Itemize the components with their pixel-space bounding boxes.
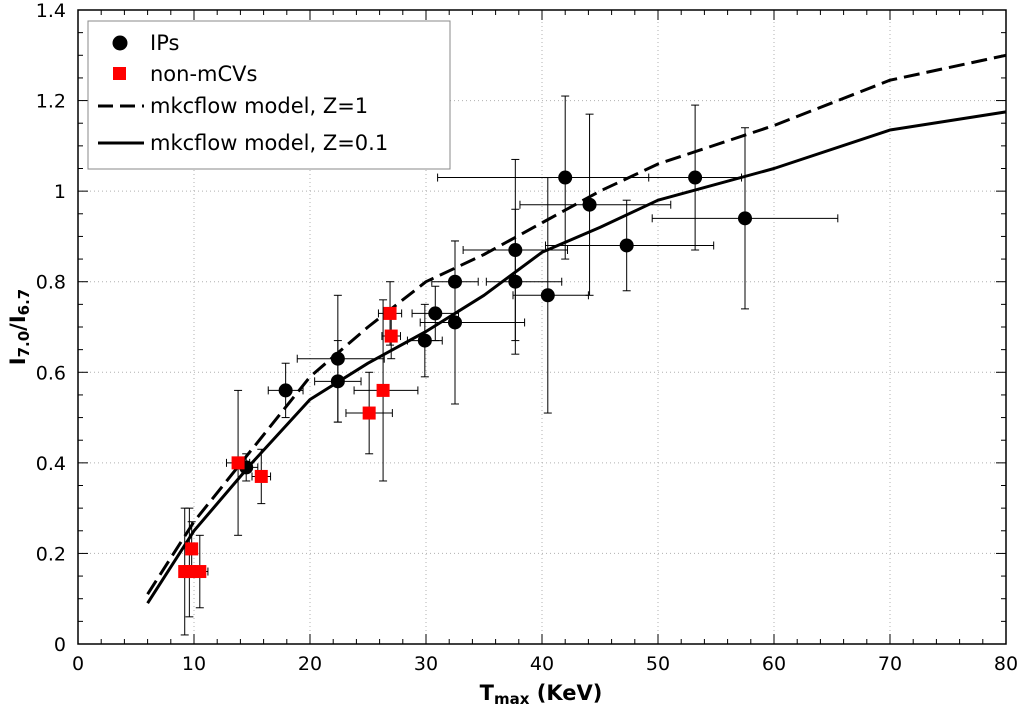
- ip-point: [417, 333, 432, 348]
- legend-label-z1: mkcflow model, Z=1: [150, 94, 368, 118]
- y-axis-title: I7.0/I6.7: [6, 289, 33, 365]
- x-tick-label: 80: [994, 653, 1018, 675]
- non-mcv-point: [182, 565, 196, 579]
- ip-point: [330, 374, 345, 389]
- ip-point: [688, 170, 703, 185]
- non-mcv-point: [185, 542, 199, 556]
- non-mcv-point: [254, 469, 268, 483]
- non-mcv-point: [384, 329, 398, 343]
- y-axis-title-p1: I: [6, 357, 30, 365]
- legend-label-ips: IPs: [150, 31, 179, 55]
- x-tick-label: 60: [762, 653, 786, 675]
- x-axis-title: Tmax (KeV): [480, 681, 603, 707]
- ip-point: [448, 274, 462, 289]
- y-tick-label: 0.2: [36, 543, 66, 565]
- x-tick-label: 40: [530, 653, 554, 675]
- ip-point: [582, 197, 597, 212]
- y-axis-title-sub1: 7.0: [15, 331, 33, 358]
- ip-point: [508, 274, 523, 289]
- x-tick-label: 50: [646, 653, 670, 675]
- ip-point: [508, 243, 523, 258]
- ip-point: [738, 211, 752, 226]
- ip-point: [540, 288, 555, 303]
- x-axis-title-sub: max: [494, 690, 530, 707]
- ip-point: [330, 351, 345, 366]
- y-tick-label: 0.4: [36, 453, 66, 475]
- y-tick-label: 1.2: [36, 91, 66, 113]
- x-tick-label: 10: [182, 653, 206, 675]
- x-tick-label: 70: [878, 653, 902, 675]
- ip-point: [558, 170, 573, 185]
- x-tick-label: 30: [414, 653, 438, 675]
- x-axis-title-rest: (KeV): [529, 681, 602, 705]
- data-points: [178, 170, 752, 579]
- non-mcv-point: [231, 456, 245, 470]
- tick-labels: 0 10 20 30 40 50 60 70 80 0 0.2 0.4 0.6 0.8 1 1.2 1.4: [36, 0, 1018, 675]
- y-tick-label: 1: [54, 181, 66, 203]
- x-axis-title-base: T: [480, 681, 495, 705]
- model-line-z01: [146, 110, 1007, 605]
- x-tick-label: 20: [298, 653, 322, 675]
- y-tick-label: 0.8: [36, 272, 66, 294]
- model-lines: [146, 53, 1007, 605]
- ip-point: [278, 383, 293, 398]
- x-tick-label: 0: [72, 653, 84, 675]
- legend-marker-ips: [112, 35, 128, 51]
- non-mcv-point: [193, 565, 207, 579]
- non-mcv-point: [383, 306, 397, 320]
- legend: IPs non-mCVs mkcflow model, Z=1 mkcflow …: [87, 20, 451, 170]
- y-axis-title-mid: /I: [6, 315, 30, 330]
- y-axis-title-sub2: 6.7: [15, 289, 33, 316]
- legend-label-non-mcvs: non-mCVs: [150, 62, 257, 86]
- legend-marker-non-mcvs: [113, 67, 126, 80]
- ip-point: [448, 315, 462, 330]
- legend-label-z01: mkcflow model, Z=0.1: [150, 131, 388, 155]
- model-line-z1: [146, 53, 1007, 596]
- y-tick-label: 0.6: [36, 362, 66, 384]
- legend-box: [87, 20, 451, 170]
- ip-error-bar: [419, 240, 526, 405]
- ip-point: [428, 306, 443, 321]
- non-mcv-point: [362, 406, 376, 420]
- axes: [77, 9, 1007, 645]
- non-mcv-point: [376, 383, 390, 397]
- y-tick-label: 0: [54, 634, 66, 656]
- ip-point: [619, 238, 634, 253]
- y-tick-label: 1.4: [36, 0, 66, 22]
